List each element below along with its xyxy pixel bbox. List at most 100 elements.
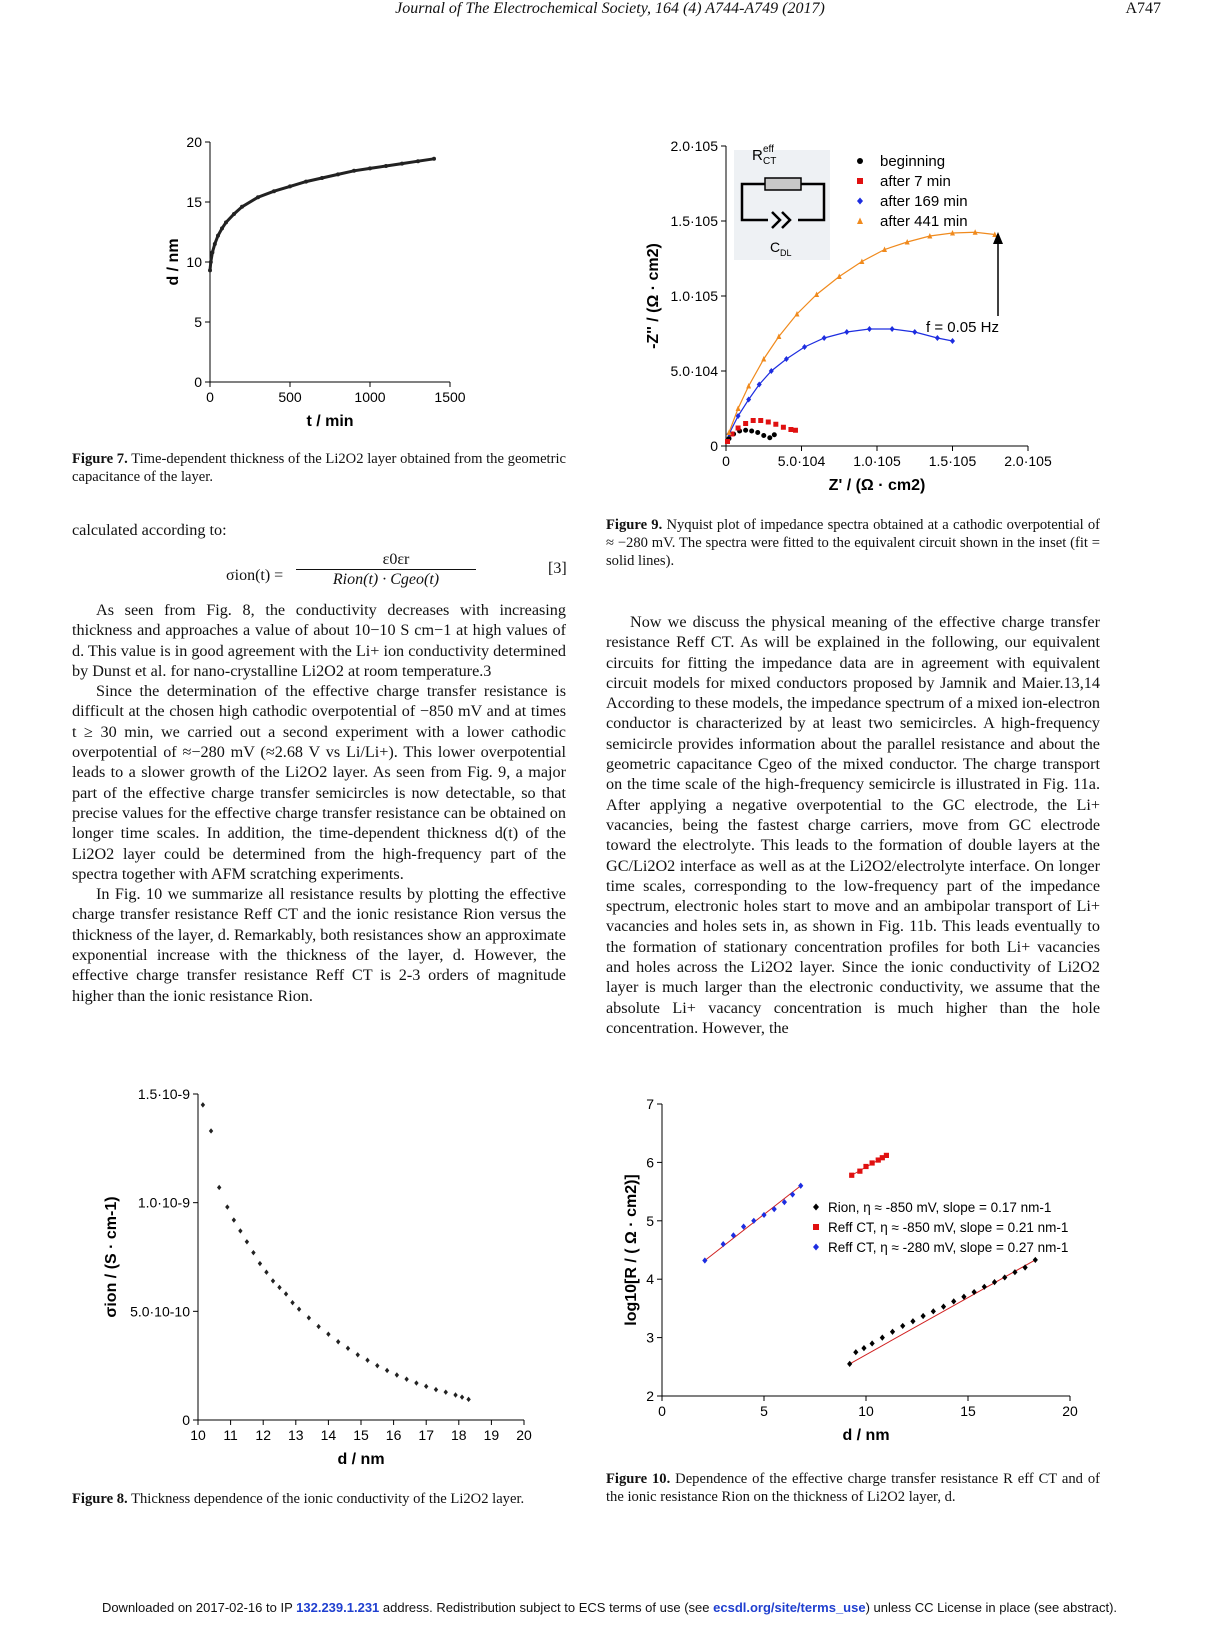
data-point xyxy=(720,1241,726,1248)
x-tick-label: 13 xyxy=(288,1427,304,1443)
data-point xyxy=(251,1249,256,1256)
x-axis-title: t / min xyxy=(306,413,353,430)
y-axis-title: σion / (S · cm-1) xyxy=(103,1196,120,1317)
figure-8-caption: Figure 8. Thickness dependence of the io… xyxy=(72,1490,582,1508)
data-point xyxy=(345,1345,351,1351)
fit-line xyxy=(728,328,953,435)
download-footer: Downloaded on 2017-02-16 to IP 132.239.1… xyxy=(0,1600,1219,1615)
data-point xyxy=(365,1357,370,1363)
data-point xyxy=(735,405,741,411)
left-column-intro: calculated according to: xyxy=(72,520,566,540)
y-tick-label: 5 xyxy=(646,1213,654,1229)
data-point xyxy=(746,383,752,389)
data-point xyxy=(735,425,741,431)
y-tick-label: 5.0·10-10 xyxy=(130,1303,190,1319)
data-point xyxy=(844,329,850,335)
x-tick-label: 12 xyxy=(255,1427,271,1443)
data-point xyxy=(910,1318,916,1325)
x-tick-label: 15 xyxy=(353,1427,369,1443)
figure-8-chart: 10 11 12 13 14 15 16 17 18 19 20 0 5.0·10-10 1.0·10-9… xyxy=(103,1086,532,1468)
footer-prefix: Downloaded on 2017-02-16 to IP xyxy=(101,1600,293,1615)
resistor-symbol xyxy=(764,177,802,191)
data-point xyxy=(741,1223,747,1230)
y-tick-label: 0 xyxy=(182,1412,190,1428)
data-point xyxy=(1012,1269,1018,1276)
page-header: Journal of The Electrochemical Society, … xyxy=(0,0,1219,24)
data-point xyxy=(702,1257,708,1264)
data-point xyxy=(272,189,276,194)
y-axis-title: log10[R / ( Ω · cm2)] xyxy=(623,1174,640,1326)
legend-marker xyxy=(857,197,863,205)
figure-9-caption-label: Figure 9. xyxy=(606,517,663,533)
left-paragraph-2: Since the determination of the effective… xyxy=(72,682,566,883)
data-point xyxy=(443,1389,448,1395)
data-point xyxy=(730,1232,736,1239)
inset-cdl-sub: DL xyxy=(780,248,792,258)
data-point xyxy=(882,246,888,252)
legend-label: after 441 min xyxy=(880,213,968,230)
y-tick-label: 2.0·105 xyxy=(671,138,719,154)
data-point xyxy=(432,156,436,161)
x-tick-label: 19 xyxy=(484,1427,500,1443)
data-point xyxy=(200,1102,206,1108)
x-tick-label: 500 xyxy=(278,389,302,405)
x-tick-label: 14 xyxy=(321,1427,337,1443)
data-point xyxy=(930,1308,936,1315)
inset-rct-sub: CT xyxy=(763,156,776,167)
data-point xyxy=(400,161,404,166)
y-tick-label: 15 xyxy=(186,194,202,210)
fit-line xyxy=(849,1259,1036,1365)
legend-marker xyxy=(857,158,863,164)
data-point xyxy=(951,1298,957,1305)
figure-9: 0 5.0·104 1.0·105 1.5·105 2.0·105 0 5.0·104 1.0… xyxy=(638,126,1068,506)
data-point xyxy=(859,258,865,264)
data-point xyxy=(788,427,794,432)
y-tick-label: 1.5·10-9 xyxy=(138,1086,190,1102)
data-point xyxy=(336,172,340,177)
data-point xyxy=(296,1306,302,1312)
data-point xyxy=(270,1278,276,1284)
y-axis-title: -Z'' / (Ω · cm2) xyxy=(645,243,662,349)
data-point xyxy=(768,368,774,374)
data-point xyxy=(220,226,224,231)
data-point xyxy=(869,1340,875,1347)
data-point xyxy=(920,1312,926,1320)
legend-label: Rion, η ≈ -850 mV, slope = 0.17 nm-1 xyxy=(828,1200,1051,1215)
x-tick-label: 20 xyxy=(1062,1403,1078,1419)
figure-7-caption-text: Time-dependent thickness of the Li2O2 la… xyxy=(72,451,566,485)
data-point xyxy=(264,1269,269,1275)
legend-marker xyxy=(813,1203,819,1211)
data-point xyxy=(836,273,842,279)
x-tick-label: 15 xyxy=(960,1403,976,1419)
journal-title: Journal of The Electrochemical Society, … xyxy=(395,0,825,17)
data-point xyxy=(743,427,749,433)
data-point xyxy=(208,1128,214,1134)
x-tick-label: 18 xyxy=(451,1427,467,1443)
figure-7-caption: Figure 7. Time-dependent thickness of th… xyxy=(72,450,566,486)
left-paragraph-3: In Fig. 10 we summarize all resistance r… xyxy=(72,885,566,1005)
data-point xyxy=(863,1163,869,1170)
x-axis-title: d / nm xyxy=(337,1451,384,1468)
x-axis-title: Z' / (Ω · cm2) xyxy=(829,477,926,494)
x-tick-label: 20 xyxy=(516,1427,532,1443)
data-point xyxy=(849,1172,855,1178)
figure-8: 10 11 12 13 14 15 16 17 18 19 20 0 5.0·10-10 1.0·10-9… xyxy=(102,1078,552,1478)
data-point xyxy=(735,413,741,419)
y-tick-label: 20 xyxy=(186,134,202,150)
data-point xyxy=(1032,1256,1038,1264)
data-point xyxy=(904,239,910,245)
figure-9-chart: 0 5.0·104 1.0·105 1.5·105 2.0·105 0 5.0·104 1.0… xyxy=(645,138,1052,494)
x-tick-label: 1.5·105 xyxy=(929,453,977,469)
data-point xyxy=(384,1367,390,1374)
data-point xyxy=(1022,1264,1028,1271)
y-tick-label: 6 xyxy=(646,1154,654,1170)
data-point xyxy=(208,260,213,264)
data-point xyxy=(414,1380,419,1386)
equation-denominator: Rion(t) · Cgeo(t) xyxy=(332,571,440,588)
figure-7: 0 500 1000 1500 0 5 10 15 20 t / min d / nm xyxy=(150,128,480,438)
data-point xyxy=(972,229,978,235)
data-point xyxy=(210,250,215,255)
footer-terms-link[interactable]: ecsdl.org/site/terms_use xyxy=(713,1600,866,1615)
data-point xyxy=(794,311,800,317)
data-point xyxy=(726,429,732,435)
